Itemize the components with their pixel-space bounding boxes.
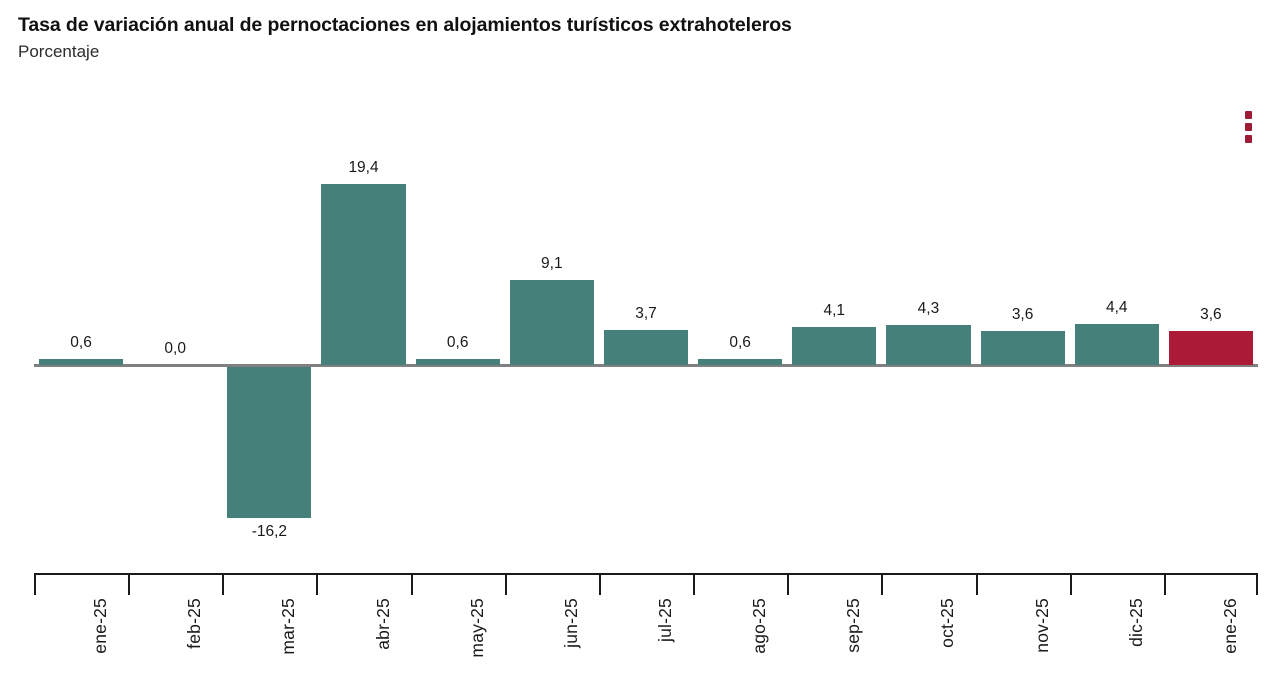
x-axis-label-ene-25: ene-25	[90, 598, 111, 654]
x-axis-tick	[1256, 573, 1258, 595]
zero-baseline	[34, 364, 1258, 367]
bar-nov-25[interactable]	[980, 331, 1065, 365]
bar-abr-25[interactable]	[321, 183, 406, 365]
bar-value-label-ene-25: 0,6	[70, 334, 92, 352]
x-axis-label-oct-25: oct-25	[937, 598, 958, 648]
bar-slot: 9,1	[505, 95, 599, 570]
bar-value-label-sep-25: 4,1	[823, 301, 846, 319]
bar-slot: 4,1	[787, 95, 881, 570]
bar-may-25[interactable]	[415, 359, 500, 365]
x-axis-tick	[598, 573, 601, 595]
page-title: Tasa de variación anual de pernoctacione…	[18, 14, 792, 36]
menu-dot-2	[1244, 123, 1252, 131]
chart-header: Tasa de variación anual de pernoctacione…	[18, 14, 1218, 62]
bar-mar-25[interactable]	[227, 367, 312, 519]
menu-dot-1	[1244, 111, 1252, 119]
x-axis-tick	[128, 573, 131, 595]
vertical-ellipsis-icon[interactable]	[1241, 111, 1255, 143]
bar-slot: 4,3	[881, 95, 975, 570]
bar-value-label-ago-25: 0,6	[729, 334, 751, 352]
x-axis-label-dic-25: dic-25	[1125, 598, 1146, 647]
bar-slot: 0,6	[34, 95, 128, 570]
x-axis-tick	[881, 573, 884, 595]
x-axis-tick	[787, 573, 790, 595]
x-axis-label-jul-25: jul-25	[655, 598, 675, 643]
bar-value-label-mar-25: -16,2	[251, 523, 288, 541]
bar-slot: 3,6	[976, 95, 1070, 570]
bar-value-label-ene-26: 3,6	[1200, 306, 1222, 324]
x-axis-label-nov-25: nov-25	[1031, 598, 1052, 653]
x-axis-tick	[410, 573, 413, 595]
bar-slot: 4,4	[1070, 95, 1164, 570]
x-axis-label-ago-25: ago-25	[749, 598, 770, 654]
bar-jun-25[interactable]	[509, 280, 594, 365]
x-axis-label-ene-26: ene-26	[1219, 598, 1240, 654]
x-axis-label-sep-25: sep-25	[843, 598, 864, 653]
x-axis-tick	[34, 573, 36, 595]
bar-value-label-feb-25: 0,0	[164, 340, 186, 357]
bar-slot: 3,7	[599, 95, 693, 570]
x-axis-label-abr-25: abr-25	[372, 598, 393, 650]
bars-layer: 0,6 0,0 -16,2 19,4 0,6 9,1 3,7 0,6 4,1 4,3 3,6 4,4 3…	[34, 95, 1258, 570]
x-axis-tick	[316, 573, 319, 595]
bar-jul-25[interactable]	[603, 330, 689, 365]
x-axis-tick	[693, 573, 696, 595]
bar-slot: 0,6	[693, 95, 787, 570]
bar-slot: 0,0	[128, 95, 222, 570]
bar-slot: 19,4	[316, 95, 410, 570]
bar-oct-25[interactable]	[886, 324, 971, 365]
x-axis-tick	[1163, 573, 1166, 595]
x-axis-tick	[504, 573, 507, 595]
x-axis-label-may-25: may-25	[466, 598, 487, 658]
bar-value-label-jul-25: 3,7	[635, 305, 657, 323]
bar-value-label-nov-25: 3,6	[1011, 306, 1034, 324]
bar-sep-25[interactable]	[792, 326, 877, 365]
x-axis-line	[34, 573, 1258, 575]
bar-ene-25[interactable]	[39, 359, 124, 365]
bar-ene-26[interactable]	[1168, 331, 1253, 365]
bar-value-label-dic-25: 4,4	[1105, 298, 1128, 316]
x-axis-label-feb-25: feb-25	[184, 598, 205, 649]
menu-dot-3	[1244, 135, 1252, 143]
x-axis-tick	[1069, 573, 1072, 595]
bar-slot: 3,6	[1164, 95, 1258, 570]
bar-value-label-jun-25: 9,1	[541, 255, 563, 273]
bar-value-label-may-25: 0,6	[446, 334, 469, 352]
bar-ago-25[interactable]	[698, 359, 783, 365]
x-axis-label-mar-25: mar-25	[278, 598, 299, 655]
bar-dic-25[interactable]	[1074, 323, 1159, 365]
bar-slot: -16,2	[222, 95, 316, 570]
bar-value-label-abr-25: 19,4	[348, 158, 379, 176]
x-axis-label-jun-25: jun-25	[560, 598, 581, 648]
x-axis-tick	[222, 573, 225, 595]
x-axis-tick	[975, 573, 978, 595]
bar-slot: 0,6	[411, 95, 505, 570]
bar-value-label-oct-25: 4,3	[917, 299, 940, 317]
chart-subtitle: Porcentaje	[18, 42, 100, 62]
